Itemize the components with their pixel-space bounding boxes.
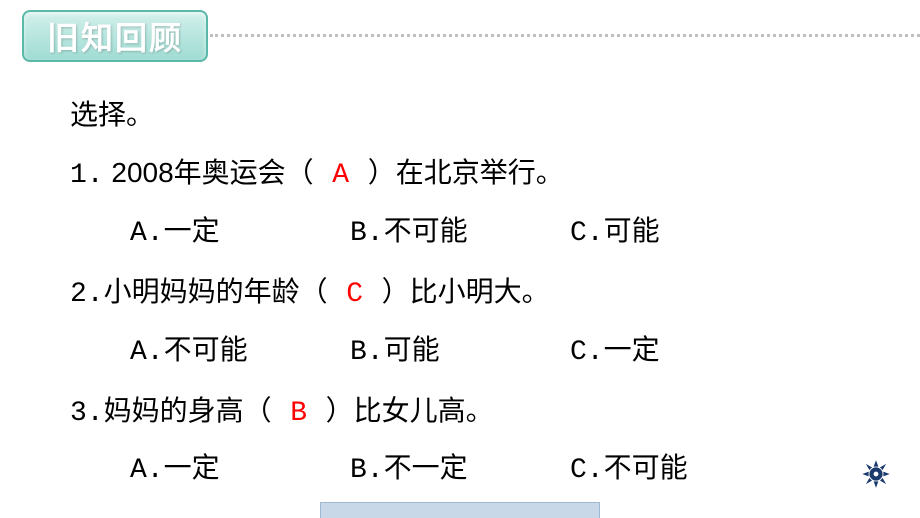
question-pre-text: 小明妈妈的年龄（	[104, 276, 328, 307]
option-1b: B.不可能	[350, 206, 570, 259]
options-row-3: A.一定B.不一定C.不可能	[70, 443, 850, 496]
option-3c: C.不可能	[570, 443, 790, 496]
option-3b: B.不一定	[350, 443, 570, 496]
gear-icon[interactable]	[860, 458, 892, 490]
instruction-text: 选择。	[70, 90, 850, 140]
question-pre-text: 2008年奥运会（	[104, 157, 314, 188]
options-row-1: A.一定B.不可能C.可能	[70, 206, 850, 259]
question-3: 3.妈妈的身高（B）比女儿高。	[70, 386, 850, 439]
question-post-text: ）比女儿高。	[326, 395, 494, 426]
option-1c: C.可能	[570, 206, 790, 259]
option-1a: A.一定	[130, 206, 350, 259]
question-pre-text: 妈妈的身高（	[104, 395, 272, 426]
option-2c: C.一定	[570, 325, 790, 378]
option-3a: A.一定	[130, 443, 350, 496]
question-number: 1.	[70, 160, 104, 191]
question-post-text: ）在北京举行。	[368, 157, 564, 188]
answer-letter: A	[314, 151, 368, 201]
question-2: 2.小明妈妈的年龄（C）比小明大。	[70, 267, 850, 320]
option-2b: B.可能	[350, 325, 570, 378]
question-number: 2.	[70, 279, 104, 310]
answer-letter: B	[272, 389, 326, 439]
header-divider	[210, 34, 920, 37]
answer-letter: C	[328, 270, 382, 320]
slide-header: 旧知回顾	[0, 0, 920, 70]
title-badge: 旧知回顾	[22, 10, 208, 62]
slide-title: 旧知回顾	[47, 13, 183, 59]
options-row-2: A.不可能B.可能C.一定	[70, 325, 850, 378]
bottom-bar	[320, 502, 600, 518]
question-post-text: ）比小明大。	[382, 276, 550, 307]
content-area: 选择。 1. 2008年奥运会（A）在北京举行。 A.一定B.不可能C.可能 2…	[0, 70, 920, 497]
option-2a: A.不可能	[130, 325, 350, 378]
question-number: 3.	[70, 398, 104, 429]
question-1: 1. 2008年奥运会（A）在北京举行。	[70, 148, 850, 201]
